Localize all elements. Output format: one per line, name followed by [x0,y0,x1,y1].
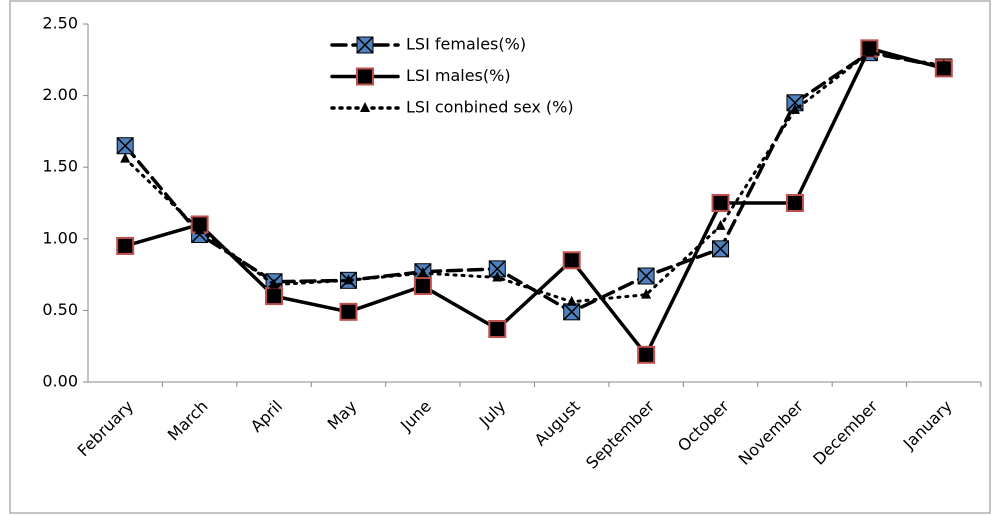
data-point [116,137,134,155]
data-point [269,278,280,289]
legend-marker [360,102,370,112]
x-tick-label: October [674,396,733,455]
data-point [637,345,656,364]
data-point [116,236,135,255]
data-point [864,46,875,57]
series-line [123,51,946,304]
x-tick-label: May [324,397,361,434]
data-point [120,152,131,163]
x-tick-label: February [74,397,138,461]
y-tick-label: 0.00 [42,372,78,391]
y-tick-label: 2.00 [42,85,78,104]
data-point [566,295,577,306]
y-tick-label: 0.50 [42,300,78,319]
data-point [265,287,284,306]
y-tick-label: 1.00 [42,228,78,247]
data-point [789,103,800,114]
series-line [123,46,946,359]
data-point [492,271,503,282]
data-point [488,320,507,339]
legend-marker [356,36,374,54]
x-tick-label: December [809,396,881,468]
x-tick-label: September [582,396,658,472]
x-tick-label: January [899,397,956,454]
legend-marker [356,67,374,86]
chart-border [9,0,991,514]
legend-label: LSI conbined sex (%) [406,98,574,117]
data-point [712,240,730,258]
data-point [938,59,949,70]
data-point [413,277,432,296]
x-tick-label: July [475,397,509,431]
data-point [339,302,358,321]
data-point [417,267,428,278]
data-point [711,194,730,212]
x-tick-label: June [396,397,435,436]
x-tick-label: April [247,397,286,436]
data-point [563,303,581,321]
x-tick-label: November [735,396,808,469]
x-tick-label: March [164,397,212,445]
y-tick-label: 2.50 [42,14,78,33]
data-point [194,224,205,235]
data-point [715,219,726,230]
legend-label: LSI females(%) [406,35,526,54]
y-tick-label: 1.50 [42,157,78,176]
x-tick-label: August [531,397,584,450]
data-point [785,194,804,212]
data-point [562,251,581,270]
legend-label: LSI males(%) [406,66,511,85]
data-point [343,274,354,285]
data-point [641,288,652,299]
data-point [637,267,655,285]
